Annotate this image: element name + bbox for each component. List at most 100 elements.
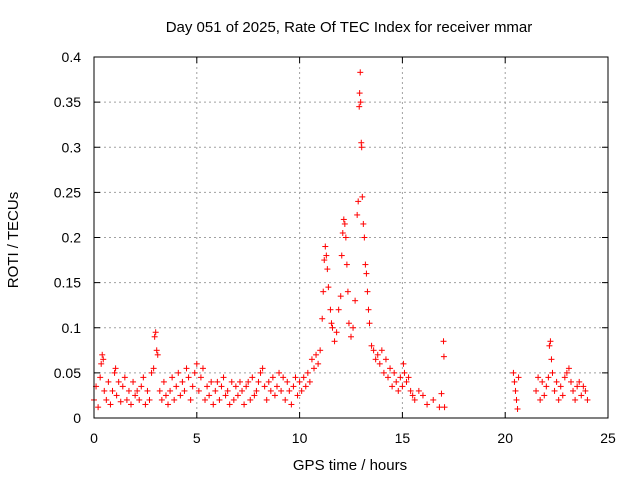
data-point [440,353,447,360]
data-point [282,396,289,403]
data-point [241,401,248,408]
data-point [430,396,437,403]
data-point [197,374,204,381]
data-point [298,387,305,394]
y-axis-label: ROTI / TECUs [5,192,22,288]
data-point [545,374,552,381]
data-point [112,365,119,372]
data-point [212,387,219,394]
data-point [296,378,303,385]
data-point [514,405,521,412]
data-point [553,378,560,385]
data-point [199,365,206,372]
data-point [537,396,544,403]
data-point [226,401,233,408]
data-point [355,198,362,205]
data-point [259,365,266,372]
data-point [308,356,315,363]
y-tick-label: 0.3 [62,139,82,155]
data-point [407,387,414,394]
data-point [224,387,231,394]
data-point [399,383,406,390]
data-point [128,401,135,408]
data-point [140,374,147,381]
data-point [267,387,274,394]
data-point [239,387,246,394]
data-point [357,69,364,76]
data-point [342,234,349,241]
data-point [548,356,555,363]
data-point [167,387,174,394]
data-point [288,401,295,408]
data-point [300,374,307,381]
data-point [253,387,260,394]
data-point [148,369,155,376]
data-point [218,383,225,390]
data-point [276,369,283,376]
data-point [261,383,268,390]
data-point [343,261,350,268]
data-point [323,252,330,259]
data-point [572,396,579,403]
data-point [337,293,344,300]
data-point [370,347,377,354]
data-point [557,383,564,390]
data-point [376,360,383,367]
y-tick-label: 0.4 [62,49,82,65]
data-point [387,365,394,372]
data-point [193,360,200,367]
data-point [565,365,572,372]
data-point [187,396,194,403]
data-point [115,378,122,385]
data-point [360,220,367,227]
data-point [415,387,422,394]
data-point [222,392,229,399]
data-point [356,103,363,110]
data-point [134,387,141,394]
data-point [243,383,250,390]
data-point [511,378,518,385]
data-point [576,378,583,385]
y-tick-label: 0.2 [62,230,82,246]
data-point [584,396,591,403]
data-point [352,297,359,304]
data-point [543,383,550,390]
data-point [100,356,107,363]
data-point [559,392,566,399]
data-point [249,374,256,381]
data-point [206,392,213,399]
data-point [117,398,124,405]
data-point [111,369,118,376]
data-point [551,387,558,394]
data-point [152,329,159,336]
data-point [567,378,574,385]
data-point [535,374,542,381]
data-point [547,338,554,345]
data-point [284,378,291,385]
data-point [98,360,105,367]
data-point [263,396,270,403]
data-point [273,383,280,390]
data-point [181,387,188,394]
data-point [310,365,317,372]
data-point [411,396,418,403]
data-point [358,144,365,151]
data-point [403,378,410,385]
data-point [290,383,297,390]
data-point [555,396,562,403]
y-tick-label: 0.05 [54,365,81,381]
x-tick-label: 20 [497,430,513,446]
data-point [304,369,311,376]
data-point [582,387,589,394]
data-point [578,392,585,399]
data-point [230,396,237,403]
y-tick-label: 0 [73,410,81,426]
data-point [366,320,373,327]
data-point [177,392,184,399]
data-point [401,369,408,376]
data-point [99,351,106,358]
data-point [546,342,553,349]
data-point [269,374,276,381]
data-point [317,347,324,354]
data-point [365,306,372,313]
